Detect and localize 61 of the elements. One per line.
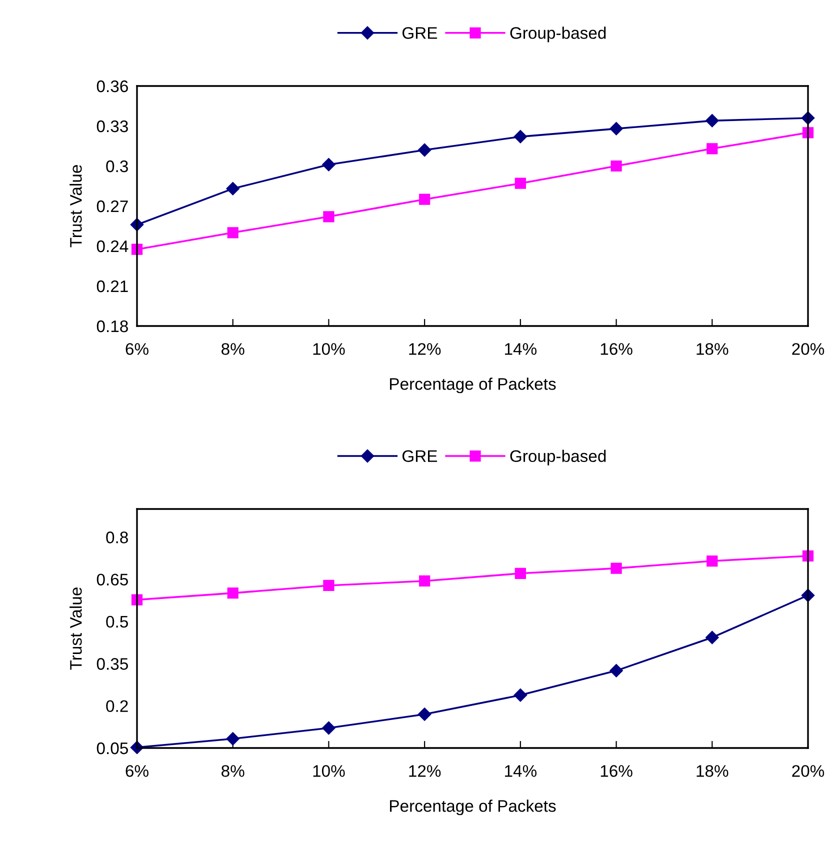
x-tick-label: 8%	[222, 765, 244, 777]
y-tick-label: 0.24	[96, 240, 128, 252]
point	[610, 160, 622, 172]
y-tick-label: 0.2	[106, 700, 128, 712]
point	[706, 114, 719, 128]
y-tick-label: 0.18	[96, 320, 128, 332]
point	[706, 555, 718, 567]
legend-label: Group-based	[510, 26, 606, 42]
legend-label: Group-based	[510, 450, 606, 466]
x-tick-label: 10%	[313, 343, 345, 355]
point	[514, 130, 528, 144]
x-tick-label: 20%	[792, 765, 824, 777]
point	[323, 580, 334, 592]
x-axis-title: Percentage of Packets	[390, 378, 556, 394]
point	[706, 630, 719, 644]
y-tick-label: 0.65	[96, 574, 128, 586]
y-tick-label: 0.36	[96, 80, 128, 92]
x-tick-label: 16%	[600, 343, 632, 355]
x-tick-label: 16%	[600, 765, 632, 777]
x-tick-label: 20%	[792, 343, 824, 355]
y-tick-label: 0.5	[106, 616, 128, 628]
point	[514, 688, 528, 702]
legend-label: GRE	[402, 450, 438, 462]
point	[418, 708, 432, 721]
y-tick-label: 0.33	[96, 120, 128, 132]
point	[419, 194, 430, 205]
point	[323, 211, 334, 222]
point	[322, 721, 336, 735]
x-tick-label: 10%	[313, 765, 345, 777]
point	[610, 664, 623, 678]
x-tick-label: 14%	[505, 343, 537, 355]
point	[419, 575, 430, 587]
x-tick-label: 18%	[696, 343, 728, 355]
legend-label: GRE	[402, 27, 438, 39]
x-tick-label: 14%	[505, 765, 537, 777]
y-tick-label: 0.8	[106, 532, 128, 544]
x-tick-label: 6%	[126, 343, 148, 355]
y-tick-label: 0.05	[96, 742, 128, 754]
y-axis-title: Trust Value	[70, 588, 82, 670]
y-tick-label: 0.21	[96, 280, 128, 292]
point	[514, 178, 526, 189]
y-tick-label: 0.27	[96, 200, 128, 212]
x-tick-label: 8%	[222, 343, 244, 355]
x-tick-label: 18%	[696, 765, 728, 777]
point	[227, 227, 238, 238]
point	[226, 732, 240, 746]
x-axis-title: Percentage of Packets	[390, 800, 556, 816]
y-tick-label: 0.35	[96, 658, 128, 670]
point	[610, 562, 622, 574]
point	[706, 143, 718, 154]
y-axis-title: Trust Value	[70, 165, 82, 248]
y-tick-label: 0.3	[106, 160, 128, 172]
point	[610, 122, 623, 136]
point	[418, 143, 432, 157]
point	[322, 158, 336, 172]
point	[226, 182, 240, 196]
x-tick-label: 12%	[409, 343, 441, 355]
point	[514, 568, 526, 579]
point	[227, 588, 238, 599]
x-tick-label: 6%	[126, 765, 148, 777]
x-tick-label: 12%	[409, 765, 441, 777]
